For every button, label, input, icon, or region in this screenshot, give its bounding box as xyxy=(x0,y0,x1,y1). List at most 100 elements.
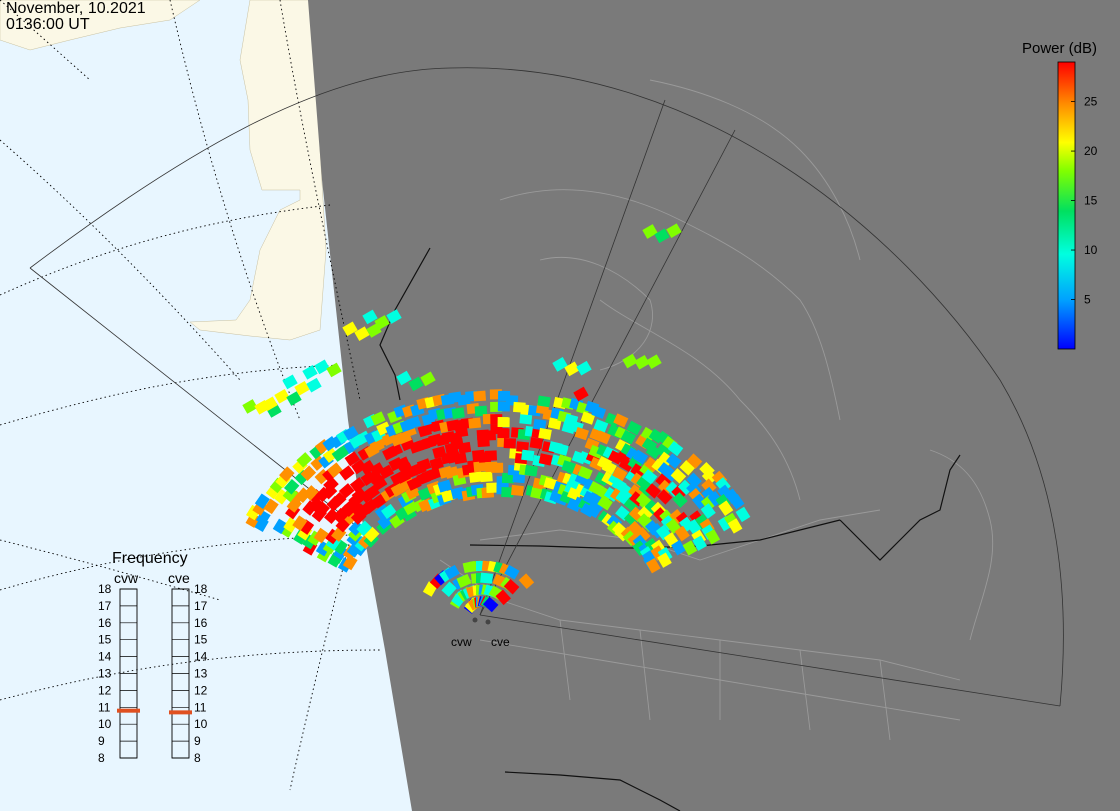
freq-scale-label: 14 xyxy=(194,650,208,664)
scatter-cell xyxy=(405,485,421,500)
scatter-cell xyxy=(686,453,703,469)
freq-radar-cvw-label: cvw xyxy=(114,570,139,586)
scatter-cell xyxy=(491,462,504,473)
scatter-cell xyxy=(495,589,511,606)
freq-scale-label: 11 xyxy=(194,700,207,714)
scatter-cell xyxy=(504,564,520,580)
scatter-cell xyxy=(642,224,658,239)
scatter-cell xyxy=(686,472,702,489)
scatter-cell xyxy=(299,519,315,535)
scatter-cell xyxy=(645,444,662,460)
freq-scale-label: 12 xyxy=(98,683,112,697)
scatter-cell xyxy=(453,452,468,465)
freq-scale-label: 9 xyxy=(194,734,201,748)
freq-scale-label: 17 xyxy=(98,599,112,613)
colorbar-tick-label: 10 xyxy=(1084,243,1098,257)
scatter-cell xyxy=(378,464,395,480)
alaska-land xyxy=(189,0,327,341)
scatter-cell xyxy=(272,518,288,535)
scatter-cell xyxy=(574,426,590,441)
scatter-cell xyxy=(597,495,613,511)
scatter-cell xyxy=(474,405,488,417)
site-cve-label: cve xyxy=(491,635,510,649)
scatter-cell xyxy=(363,526,380,543)
scatter-cell xyxy=(314,359,330,375)
scatter-cell xyxy=(262,396,278,412)
scatter-cell xyxy=(351,487,368,503)
scatter-cell xyxy=(593,419,609,433)
scatter-cell xyxy=(701,469,718,485)
scatter-cell xyxy=(686,518,702,535)
siberia-land xyxy=(0,0,201,51)
scatter-cell xyxy=(429,457,444,471)
freq-scale-label: 10 xyxy=(194,717,208,731)
scatter-cell xyxy=(538,427,552,440)
scatter-cell xyxy=(729,493,745,510)
frequency-title: Frequency xyxy=(112,550,188,567)
scatter-cell xyxy=(344,451,361,467)
scatter-cell xyxy=(330,491,347,508)
scatter-cell xyxy=(554,442,569,456)
coastlines xyxy=(439,79,994,741)
freq-scale-label: 11 xyxy=(98,700,111,714)
scatter-cell xyxy=(308,497,324,513)
colorbar-ticks: 25 20 15 10 5 xyxy=(1071,95,1098,307)
scatter-cell xyxy=(313,527,329,544)
freq-radar-cve-label: cve xyxy=(168,570,190,586)
freq-scale-label: 16 xyxy=(194,616,208,630)
scatter-cell xyxy=(322,447,339,463)
scatter-cell xyxy=(547,417,562,430)
scatter-cell xyxy=(380,503,397,519)
freq-scale-label: 9 xyxy=(98,734,105,748)
scatter-cell xyxy=(362,309,378,325)
scatter-cell xyxy=(701,478,717,495)
scatter-cell xyxy=(484,450,498,461)
scatter-cell xyxy=(497,427,510,439)
scatter-cell xyxy=(342,554,358,571)
scatter-cell xyxy=(682,540,698,556)
scatter-cell xyxy=(503,438,517,449)
scatter-cell xyxy=(692,535,707,551)
scatter-cell xyxy=(348,520,364,536)
freq-scale-label: 8 xyxy=(194,751,201,765)
scatter-cell xyxy=(646,354,662,370)
scatter-cell xyxy=(327,462,343,478)
scatter-cell xyxy=(516,441,530,453)
scatter-cell xyxy=(672,492,688,508)
scatter-cell xyxy=(255,509,271,526)
scatter-cell xyxy=(486,482,499,494)
scatter-cell xyxy=(294,380,310,396)
freq-scale-label: 15 xyxy=(98,633,112,647)
scatter-cell xyxy=(359,459,376,475)
scatter-cell xyxy=(451,407,465,419)
scatter-cell xyxy=(501,486,514,498)
scatter-cell xyxy=(543,477,558,491)
scatter-cell xyxy=(292,515,308,531)
scatter-cell xyxy=(611,477,627,493)
scatter-cell xyxy=(577,465,593,480)
scatter-cell xyxy=(343,425,359,441)
scatter-cell xyxy=(618,457,635,473)
scatter-cell xyxy=(408,376,424,392)
scatter-cell xyxy=(283,517,299,533)
scatter-cell xyxy=(510,484,524,497)
scatter-cell xyxy=(254,493,270,510)
scatter-cell xyxy=(705,529,721,545)
scatter-cell xyxy=(351,459,367,475)
freq-scale-label: 10 xyxy=(98,717,112,731)
scatter-cell xyxy=(670,468,687,484)
scatter-cell xyxy=(518,573,535,590)
borders xyxy=(379,247,961,811)
scatter-cell xyxy=(700,495,717,511)
site-cve-marker xyxy=(485,619,491,625)
scatter-cell xyxy=(613,413,629,428)
scatter-cell xyxy=(480,572,494,584)
colorbar-tick-label: 15 xyxy=(1084,194,1098,208)
scatter-cell xyxy=(338,483,355,499)
scatter-cell xyxy=(622,353,638,369)
scatter-cell xyxy=(497,416,510,428)
radar-sites: cvw cve xyxy=(451,617,510,649)
scatter-cell xyxy=(332,539,348,555)
power-colorbar xyxy=(1057,61,1076,350)
scatter-cell xyxy=(519,413,533,425)
